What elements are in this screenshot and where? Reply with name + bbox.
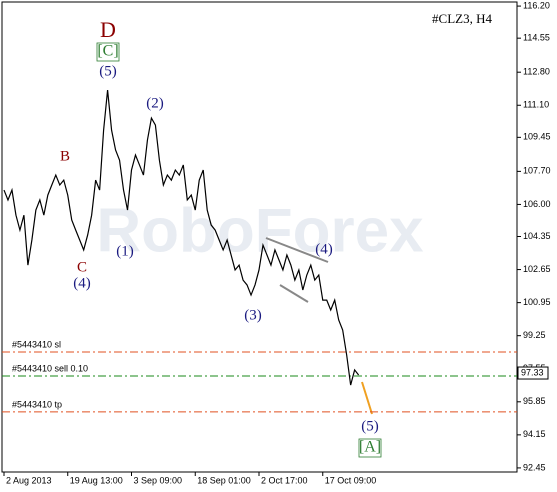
order-label: #5443410 tp xyxy=(12,399,62,409)
y-tick-label: 109.45 xyxy=(523,132,551,142)
order-label: #5443410 sl xyxy=(12,339,61,349)
channel-line xyxy=(265,237,329,263)
wave-label: (4) xyxy=(73,275,91,291)
y-tick-label: 99.25 xyxy=(523,330,546,340)
y-tick-label: 106.00 xyxy=(523,199,551,209)
wave-label: (4) xyxy=(315,241,333,257)
wave-box xyxy=(358,438,382,458)
y-tick-label: 116.20 xyxy=(523,0,550,10)
x-tick-label: 3 Sep 09:00 xyxy=(133,475,182,485)
y-tick-label: 112.80 xyxy=(523,67,550,77)
y-tick-label: 94.15 xyxy=(523,429,546,439)
price-line xyxy=(3,90,360,386)
price-label: 97.33 xyxy=(521,367,544,377)
y-tick-label: 95.85 xyxy=(523,396,546,406)
y-tick-label: 111.10 xyxy=(523,100,549,110)
y-tick-label: 102.65 xyxy=(523,264,551,274)
wave-label: (3) xyxy=(244,307,262,323)
wave-label: (2) xyxy=(146,95,164,111)
x-tick-label: 19 Aug 13:00 xyxy=(70,475,123,485)
forecast-line xyxy=(361,381,373,415)
x-tick-label: 2 Aug 2013 xyxy=(6,475,52,485)
watermark: RoboForex xyxy=(96,196,424,265)
y-tick-label: 114.55 xyxy=(523,33,550,43)
wave-label: D xyxy=(100,17,116,42)
x-tick-label: 18 Sep 01:00 xyxy=(197,475,251,485)
y-tick-label: 100.95 xyxy=(523,297,551,307)
y-tick-label: 92.45 xyxy=(523,462,546,472)
wave-label: (1) xyxy=(116,243,134,259)
wave-label: (5) xyxy=(361,418,379,434)
y-tick-label: 104.35 xyxy=(523,231,551,241)
wave-box xyxy=(96,42,120,62)
y-tick-label: 107.70 xyxy=(523,166,551,176)
wave-label: B xyxy=(60,148,70,164)
wave-label: (5) xyxy=(99,63,117,79)
channel-line xyxy=(279,284,309,303)
wave-label: C xyxy=(77,259,87,275)
x-tick-label: 2 Oct 17:00 xyxy=(261,475,308,485)
chart-title: #CLZ3, H4 xyxy=(432,11,492,26)
wave-label: [C] xyxy=(97,43,118,60)
price-box xyxy=(517,366,549,380)
order-label: #5443410 sell 0.10 xyxy=(12,363,88,373)
wave-label: [A] xyxy=(359,439,381,456)
x-tick-label: 17 Oct 09:00 xyxy=(325,475,377,485)
